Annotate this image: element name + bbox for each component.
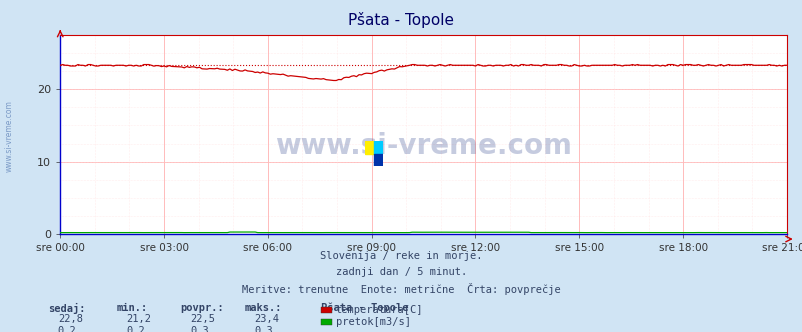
Text: 0,3: 0,3 (254, 326, 273, 332)
Text: 22,5: 22,5 (190, 314, 215, 324)
Text: 23,4: 23,4 (254, 314, 279, 324)
Text: 21,2: 21,2 (126, 314, 151, 324)
Text: 22,8: 22,8 (58, 314, 83, 324)
Text: 0,2: 0,2 (126, 326, 144, 332)
Text: sedaj:: sedaj: (48, 303, 86, 314)
Text: 0,3: 0,3 (190, 326, 209, 332)
Text: Slovenija / reke in morje.: Slovenija / reke in morje. (320, 251, 482, 261)
Bar (374, 141, 383, 153)
Text: pretok[m3/s]: pretok[m3/s] (335, 317, 410, 327)
Text: temperatura[C]: temperatura[C] (335, 305, 423, 315)
Text: www.si-vreme.com: www.si-vreme.com (275, 132, 571, 160)
Text: 0,2: 0,2 (58, 326, 76, 332)
Text: www.si-vreme.com: www.si-vreme.com (5, 100, 14, 172)
Text: Pšata - Topole: Pšata - Topole (321, 303, 408, 313)
Text: Pšata - Topole: Pšata - Topole (348, 12, 454, 28)
Text: Meritve: trenutne  Enote: metrične  Črta: povprečje: Meritve: trenutne Enote: metrične Črta: … (242, 283, 560, 294)
Bar (374, 153, 383, 166)
Text: povpr.:: povpr.: (180, 303, 224, 313)
Bar (365, 141, 374, 153)
Text: zadnji dan / 5 minut.: zadnji dan / 5 minut. (335, 267, 467, 277)
Text: min.:: min.: (116, 303, 148, 313)
Text: maks.:: maks.: (245, 303, 282, 313)
